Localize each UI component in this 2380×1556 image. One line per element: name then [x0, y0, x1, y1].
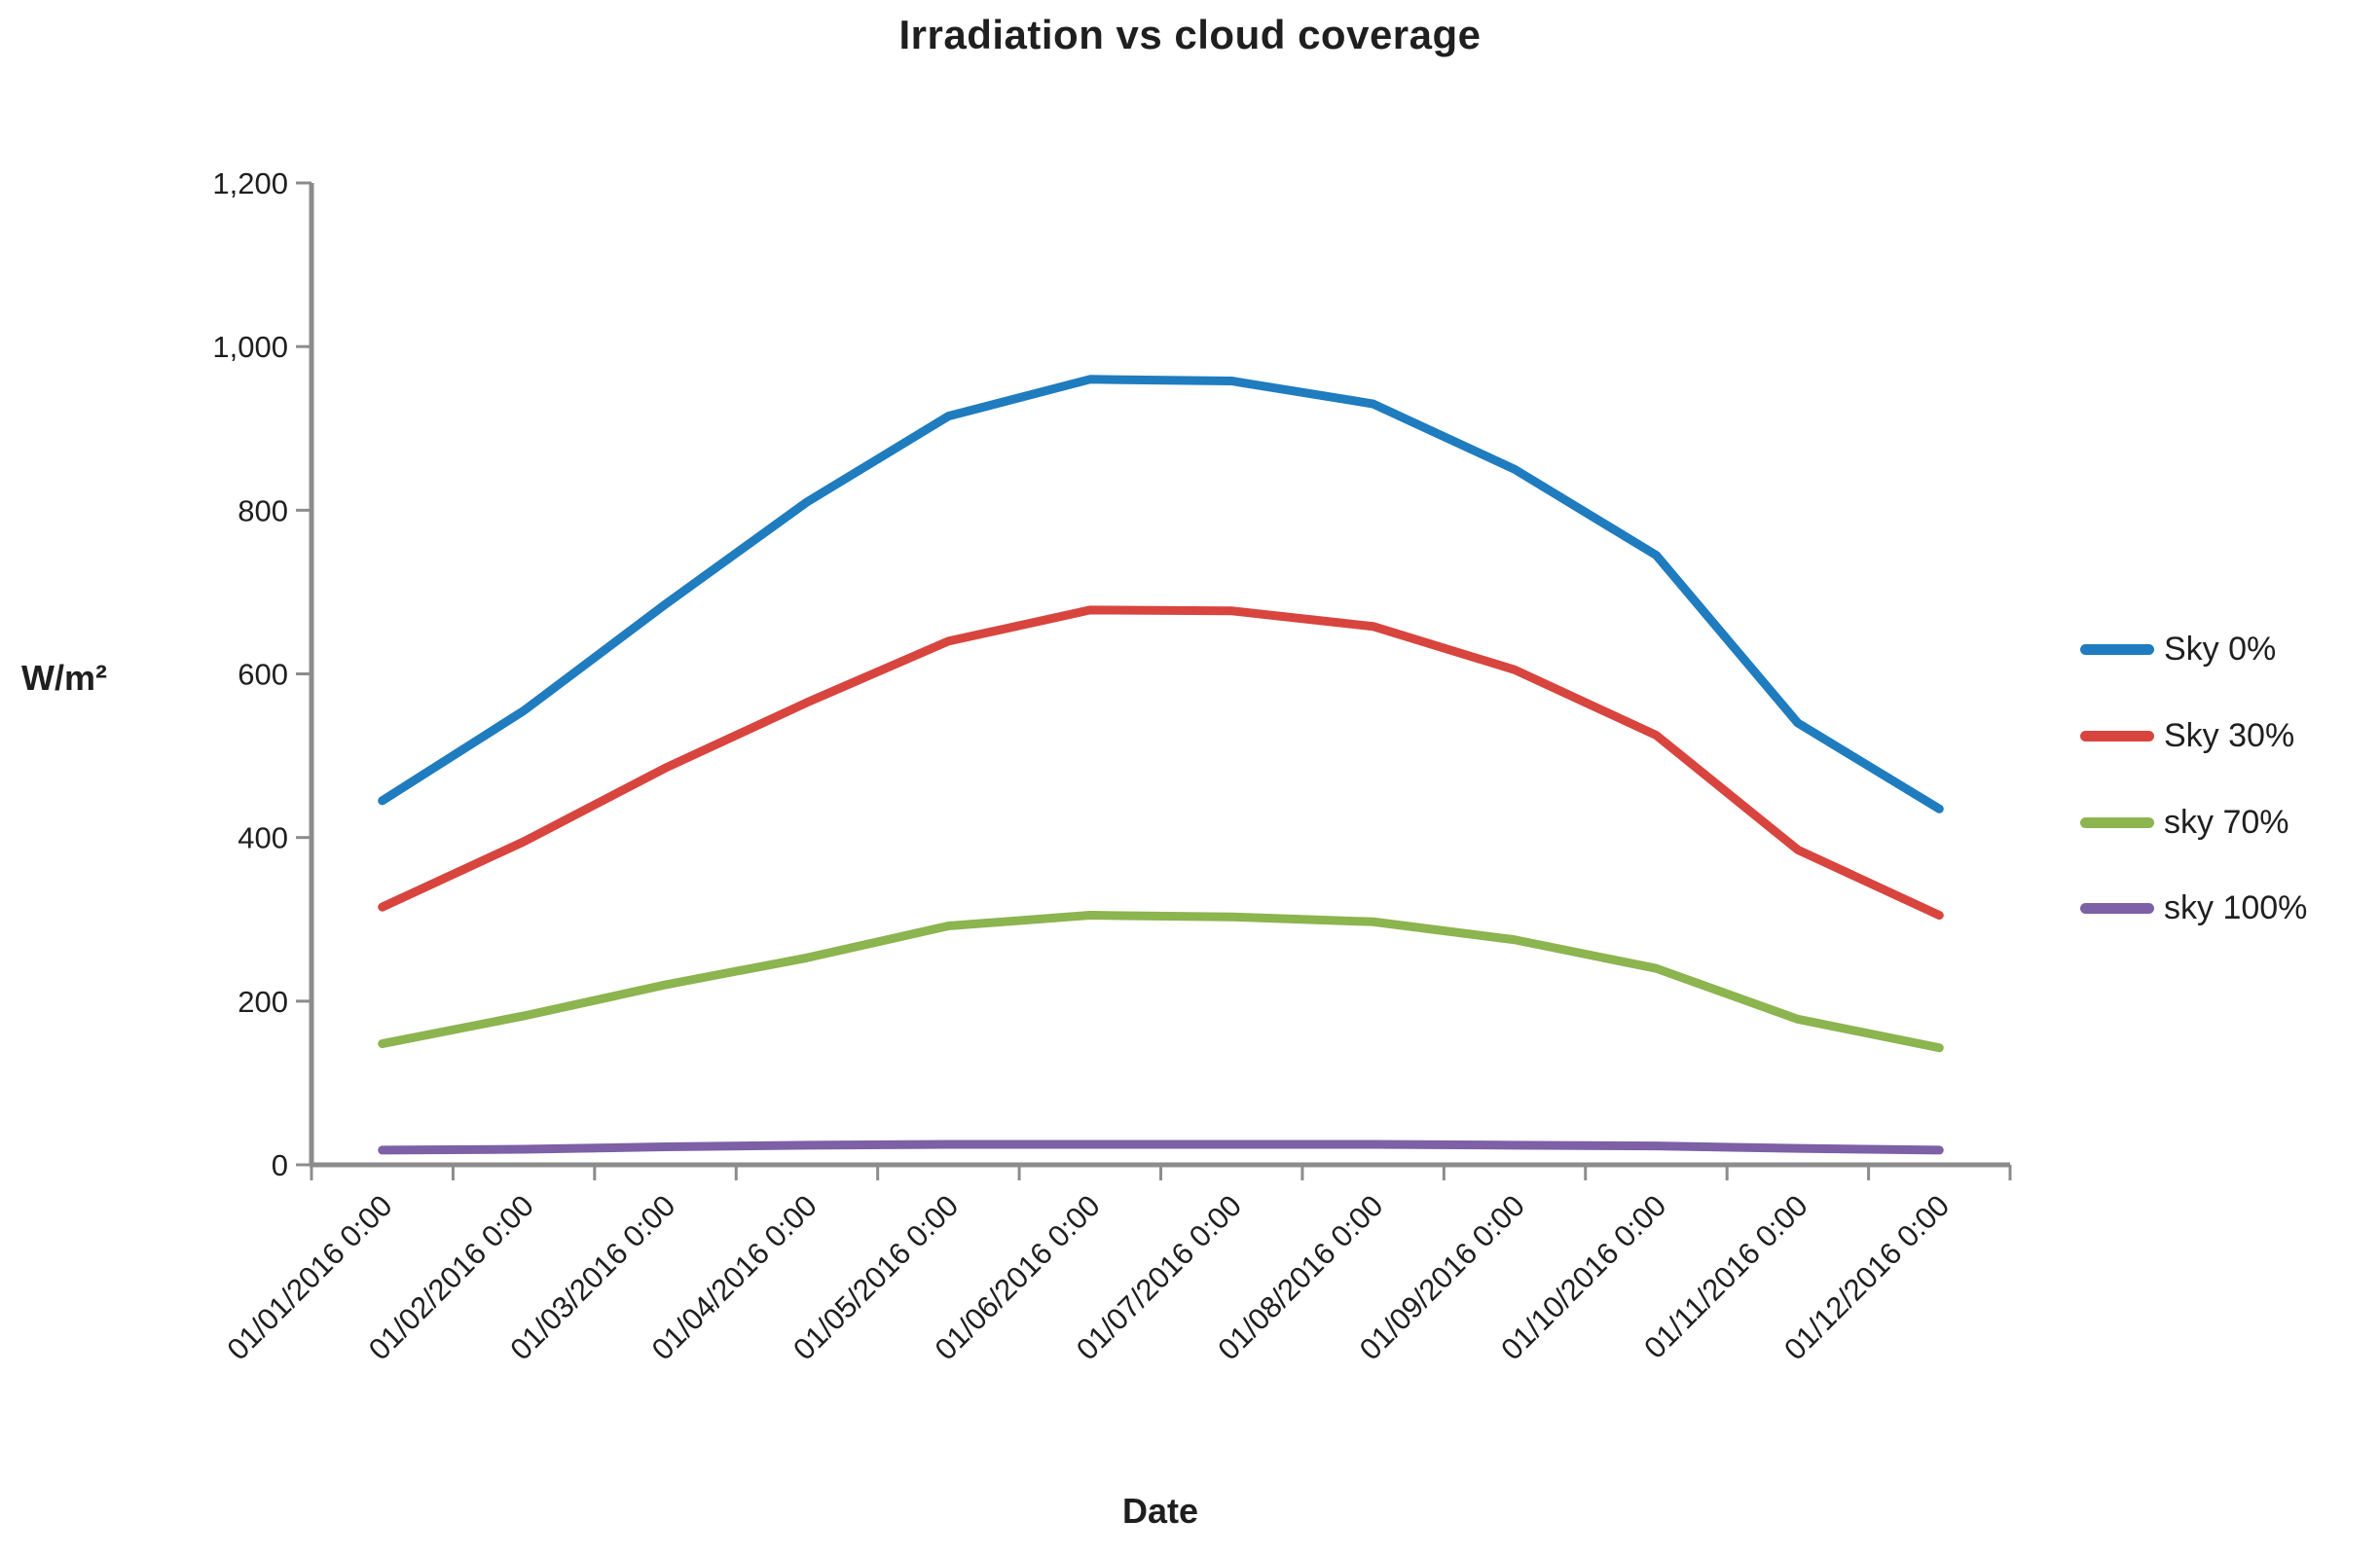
- legend-item-sky-0: Sky 0%: [2080, 628, 2276, 670]
- legend-label-sky-0: Sky 0%: [2164, 630, 2277, 668]
- legend-item-sky-100: sky 100%: [2080, 887, 2307, 929]
- y-axis-tick-label: 600: [238, 658, 288, 692]
- y-axis-tick-label: 1,000: [212, 330, 288, 364]
- legend-swatch-sky-30-icon: [2080, 730, 2154, 742]
- legend-item-sky-70: sky 70%: [2080, 801, 2289, 844]
- series-line-sky-100-: [378, 1140, 1944, 1155]
- y-axis-title: W/m²: [21, 658, 107, 698]
- y-axis-tick-label: 400: [238, 821, 288, 855]
- x-axis-title: Date: [1121, 1491, 1199, 1531]
- y-axis-tick-label: 0: [272, 1148, 288, 1182]
- series-line-sky-30-: [378, 605, 1944, 921]
- chart-title: Irradiation vs cloud coverage: [898, 12, 1482, 57]
- legend-swatch-sky-70-icon: [2080, 816, 2154, 828]
- legend-swatch-sky-100-icon: [2080, 902, 2154, 914]
- y-axis-tick-label: 800: [238, 493, 288, 527]
- series-line-sky-0-: [378, 375, 1944, 814]
- series-line-sky-70-: [378, 911, 1944, 1053]
- legend-item-sky-30: Sky 30%: [2080, 714, 2294, 757]
- y-axis-tick-label: 1,200: [212, 166, 288, 200]
- legend-label-sky-70: sky 70%: [2164, 803, 2289, 841]
- legend-swatch-sky-0-icon: [2080, 643, 2154, 655]
- y-axis-tick-label: 200: [238, 985, 288, 1019]
- legend-label-sky-100: sky 100%: [2164, 888, 2308, 926]
- legend-label-sky-30: Sky 30%: [2164, 716, 2295, 754]
